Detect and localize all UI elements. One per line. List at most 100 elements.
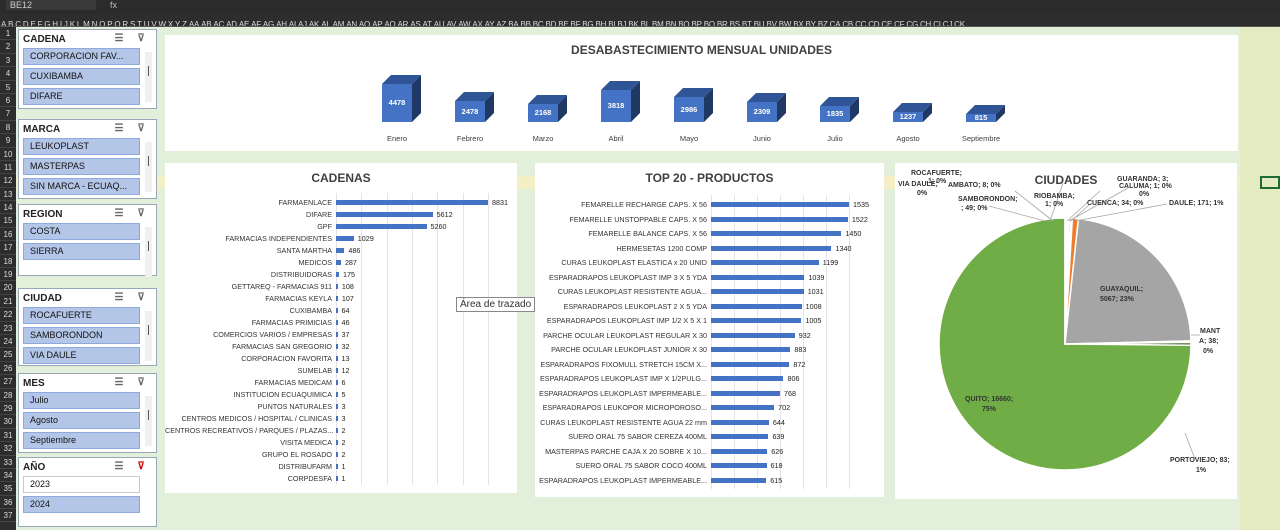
bar[interactable] (336, 212, 433, 217)
column-header-r[interactable]: R (122, 20, 128, 27)
bar[interactable] (711, 274, 805, 280)
bar[interactable] (711, 231, 842, 236)
row-header-33[interactable]: 33 (0, 456, 16, 469)
bar[interactable] (336, 200, 488, 205)
row-header-4[interactable]: 4 (0, 67, 16, 81)
column-header-ak[interactable]: AK (308, 20, 320, 27)
bar[interactable] (711, 332, 795, 338)
month-column[interactable]: 2478 (455, 91, 494, 122)
multi-select-icon[interactable]: ☰ (114, 292, 124, 303)
ciudades-chart-panel[interactable]: CIUDADES ROCAFUERTE; 1; 0% VIA DAULE; 0%… (895, 163, 1237, 499)
row-header-23[interactable]: 23 (0, 322, 16, 335)
bar[interactable] (711, 347, 791, 352)
clear-filter-icon[interactable]: ⊽ (137, 123, 145, 134)
pie-slice-guayaquil[interactable] (1064, 217, 1192, 345)
slicer-item[interactable]: LEUKOPLAST (23, 138, 140, 155)
slicer-item[interactable]: MASTERPAS (23, 158, 140, 175)
column-header-ai[interactable]: AI (288, 20, 296, 27)
slicer-item[interactable]: VIA DAULE (23, 347, 140, 364)
column-header-bb[interactable]: BB (520, 20, 531, 27)
bar[interactable] (336, 440, 338, 445)
column-header-by[interactable]: BY (805, 20, 816, 27)
bar[interactable] (336, 248, 345, 253)
slicer-scrollbar[interactable] (145, 227, 152, 277)
slicer-item[interactable]: SAMBORONDON (23, 327, 140, 344)
row-header-29[interactable]: 29 (0, 402, 16, 416)
column-header-h[interactable]: H (52, 20, 58, 27)
column-header-bw[interactable]: BW (778, 20, 792, 27)
column-header-as[interactable]: AS (410, 20, 421, 27)
column-header-bl[interactable]: BL (640, 20, 651, 27)
slicer-item[interactable]: SIN MARCA - ECUAQ... (23, 178, 140, 195)
slicer-mes[interactable]: MES ☰ ⊽ Julio Agosto Septiembre (18, 373, 157, 453)
column-header-bs[interactable]: BS (729, 20, 740, 27)
column-header-aw[interactable]: AW (458, 20, 471, 27)
multi-select-icon[interactable]: ☰ (114, 461, 124, 472)
slicer-item[interactable]: ROCAFUERTE (23, 307, 140, 324)
column-header-bt[interactable]: BT (741, 20, 752, 27)
column-header-y[interactable]: Y (174, 20, 181, 27)
bar[interactable] (336, 320, 338, 325)
column-header-e[interactable]: E (30, 20, 36, 27)
row-header-8[interactable]: 8 (0, 121, 16, 135)
column-header-ca[interactable]: CA (829, 20, 841, 27)
month-column[interactable]: 2309 (747, 93, 786, 122)
bar[interactable] (711, 216, 848, 222)
row-header-24[interactable]: 24 (0, 335, 16, 349)
bar[interactable] (336, 296, 338, 301)
bar[interactable] (336, 380, 338, 385)
column-header-v[interactable]: V (151, 20, 157, 27)
row-header-13[interactable]: 13 (0, 188, 16, 202)
bar[interactable] (711, 390, 781, 396)
clear-filter-icon[interactable]: ⊽ (137, 33, 145, 44)
column-header-bx[interactable]: BX (793, 20, 804, 27)
clear-filter-icon[interactable]: ⊽ (137, 377, 145, 388)
clear-filter-icon[interactable]: ⊽ (137, 208, 145, 219)
column-header-cg[interactable]: CG (906, 20, 918, 27)
column-header-f[interactable]: F (37, 20, 43, 27)
column-header-az[interactable]: AZ (496, 20, 507, 27)
slicer-item[interactable]: CUXIBAMBA (23, 68, 140, 85)
row-header-9[interactable]: 9 (0, 134, 16, 148)
column-header-ah[interactable]: AH (276, 20, 287, 27)
column-header-bv[interactable]: BV (766, 20, 777, 27)
row-header-7[interactable]: 7 (0, 107, 16, 121)
bar[interactable] (336, 368, 338, 373)
row-header-25[interactable]: 25 (0, 348, 16, 362)
column-header-l[interactable]: L (76, 20, 82, 27)
column-header-bh[interactable]: BH (595, 20, 607, 27)
column-header-ao[interactable]: AO (358, 20, 371, 27)
column-header-x[interactable]: X (167, 20, 173, 27)
column-header-bz[interactable]: BZ (817, 20, 828, 27)
slicer-region[interactable]: REGION ☰ ⊽ COSTA SIERRA (18, 204, 157, 277)
column-header-bf[interactable]: BF (570, 20, 581, 27)
slicer-scrollbar[interactable] (145, 396, 152, 446)
bar[interactable] (336, 428, 338, 433)
row-header-31[interactable]: 31 (0, 429, 16, 443)
column-header-at[interactable]: AT (422, 20, 432, 27)
row-header-1[interactable]: 1 (0, 27, 16, 41)
slicer-item[interactable]: SIERRA (23, 243, 140, 260)
row-header-30[interactable]: 30 (0, 415, 16, 429)
bar[interactable] (711, 361, 790, 367)
column-header-bn[interactable]: BN (665, 20, 677, 27)
column-header-bj[interactable]: BJ (617, 20, 627, 27)
bar[interactable] (336, 272, 339, 277)
column-header-af[interactable]: AF (251, 20, 261, 27)
slicer-ano[interactable]: AÑO ☰ ⊽ 2023 2024 (18, 457, 157, 527)
month-column[interactable]: 2168 (528, 94, 567, 122)
column-header-b[interactable]: B (8, 20, 14, 27)
column-header-ar[interactable]: AR (397, 20, 409, 27)
slicer-item[interactable]: COSTA (23, 223, 140, 240)
multi-select-icon[interactable]: ☰ (114, 33, 124, 44)
column-header-bo[interactable]: BO (678, 20, 690, 27)
clear-filter-icon[interactable]: ⊽ (137, 461, 145, 472)
month-column[interactable]: 1835 (820, 97, 859, 122)
bar[interactable] (711, 419, 769, 425)
column-header-ab[interactable]: AB (201, 20, 212, 27)
row-header-16[interactable]: 16 (0, 228, 16, 242)
bar[interactable] (336, 452, 338, 457)
column-header-n[interactable]: N (91, 20, 98, 27)
clear-filter-icon[interactable]: ⊽ (137, 292, 145, 303)
bar[interactable] (336, 260, 341, 265)
